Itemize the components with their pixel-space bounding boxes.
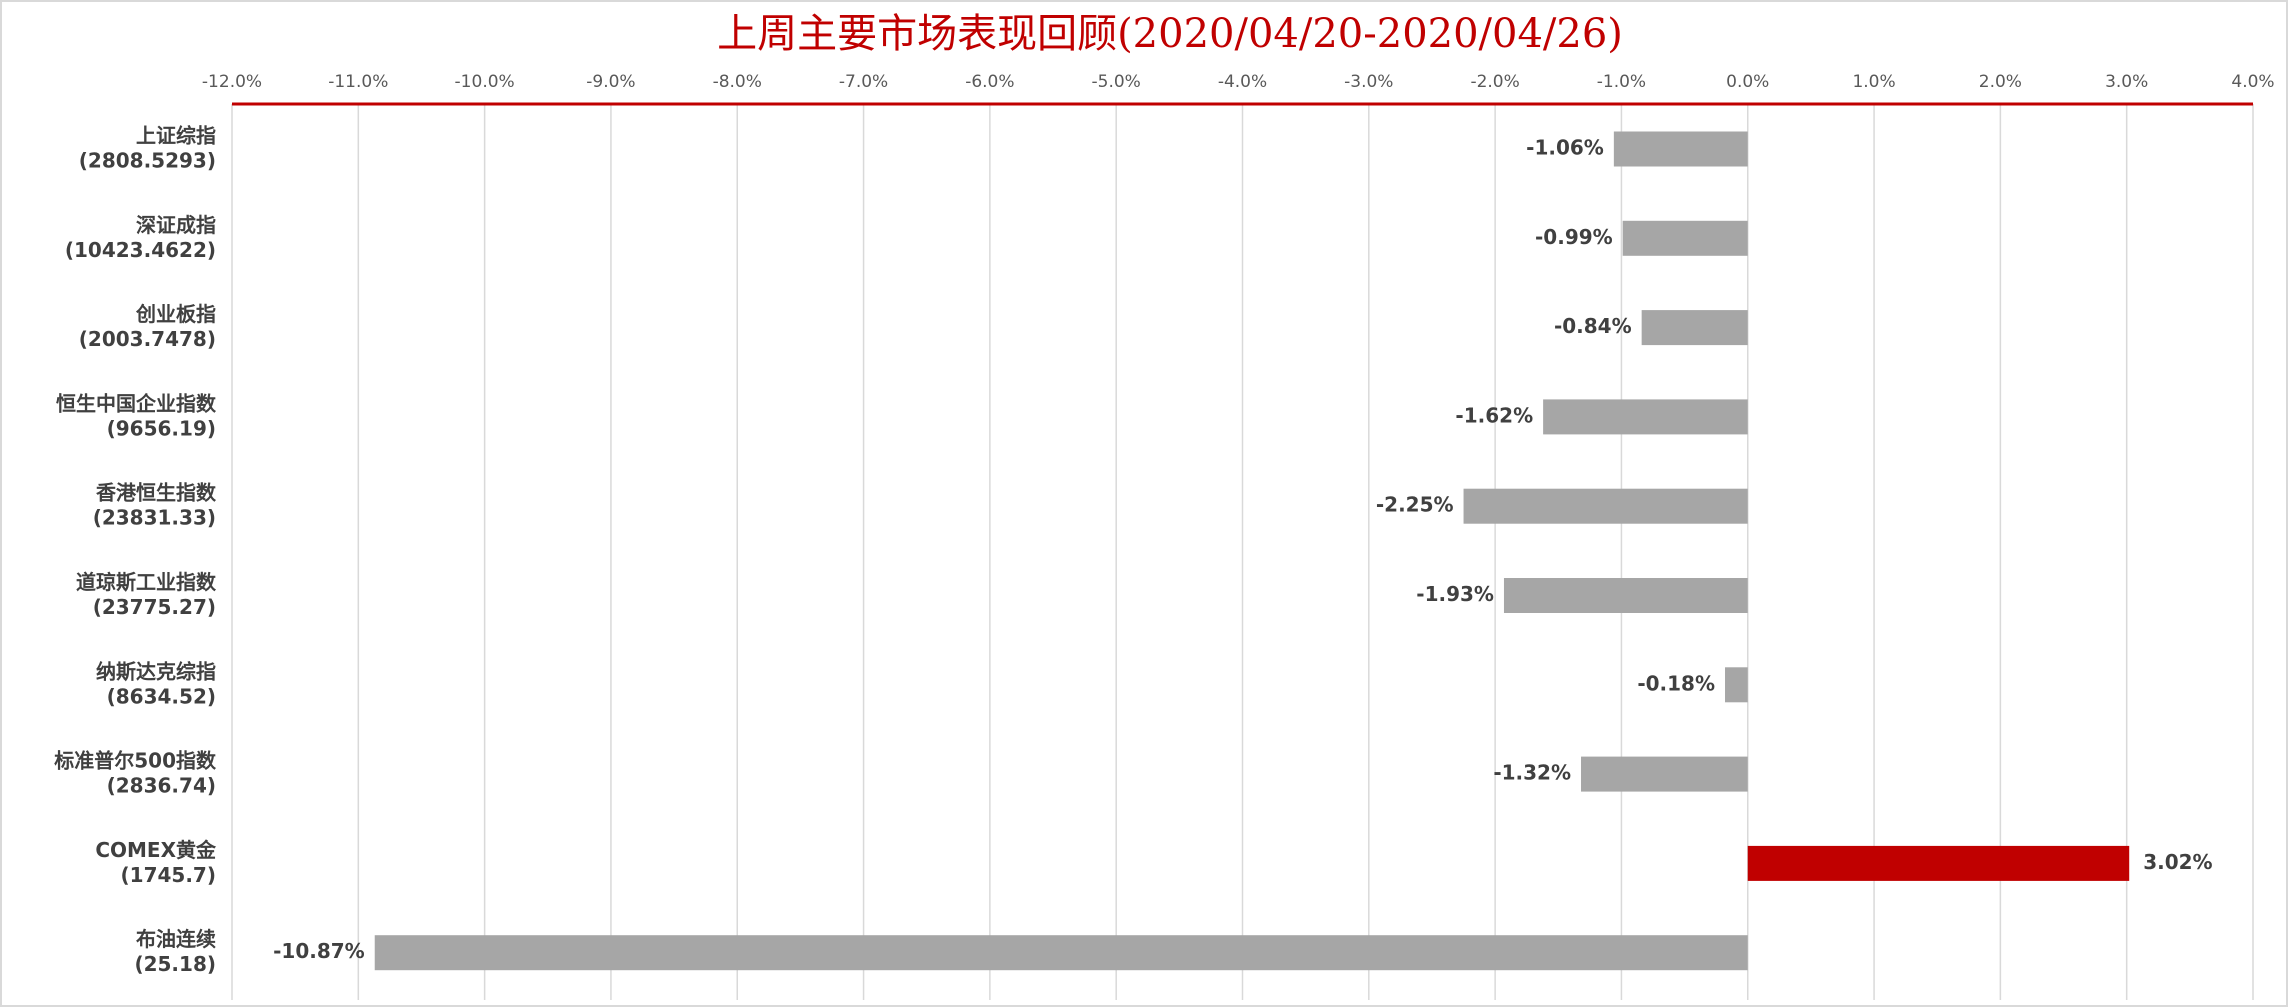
x-tick-label: 1.0% bbox=[1852, 72, 1895, 92]
category-label: (2808.5293) bbox=[79, 149, 216, 173]
category-label: 标准普尔500指数 bbox=[54, 749, 217, 773]
bar bbox=[1581, 756, 1748, 792]
value-label: -1.93% bbox=[1416, 582, 1494, 606]
value-label: -2.25% bbox=[1376, 493, 1454, 517]
x-tick-label: 3.0% bbox=[2105, 72, 2148, 92]
category-label: 道琼斯工业指数 bbox=[76, 570, 217, 594]
x-tick-label: -9.0% bbox=[586, 72, 635, 92]
category-label: (9656.19) bbox=[107, 416, 216, 440]
category-label: (8634.52) bbox=[107, 684, 216, 708]
value-label: -0.99% bbox=[1535, 225, 1613, 249]
category-label: (2836.74) bbox=[107, 774, 216, 798]
category-label: 上证综指 bbox=[136, 124, 216, 148]
category-label: (1745.7) bbox=[121, 863, 216, 887]
bar bbox=[1503, 578, 1748, 613]
chart-title: 上周主要市场表现回顾(2020/04/20-2020/04/26) bbox=[717, 11, 1623, 57]
bar bbox=[374, 935, 1748, 971]
category-label: 恒生中国企业指数 bbox=[56, 391, 217, 415]
category-label: (2003.7478) bbox=[79, 327, 216, 351]
x-tick-label: 4.0% bbox=[2231, 72, 2274, 92]
value-label: -1.62% bbox=[1455, 403, 1533, 427]
value-label: 3.02% bbox=[2143, 850, 2212, 874]
category-label: 香港恒生指数 bbox=[96, 481, 217, 505]
category-label: 纳斯达克综指 bbox=[96, 659, 216, 683]
value-label: -1.06% bbox=[1526, 136, 1604, 160]
category-label: 创业板指 bbox=[135, 302, 216, 326]
category-label: (25.18) bbox=[134, 952, 216, 976]
x-tick-label: -2.0% bbox=[1470, 72, 1519, 92]
bar bbox=[1747, 845, 2130, 881]
x-tick-label: 2.0% bbox=[1979, 72, 2022, 92]
x-tick-label: -11.0% bbox=[328, 72, 388, 92]
x-tick-label: -6.0% bbox=[965, 72, 1014, 92]
bar bbox=[1463, 488, 1748, 524]
x-tick-label: -10.0% bbox=[455, 72, 515, 92]
bar bbox=[1622, 220, 1748, 256]
category-label: (23775.27) bbox=[93, 595, 216, 619]
bar bbox=[1641, 310, 1748, 346]
x-tick-label: 0.0% bbox=[1726, 72, 1769, 92]
x-tick-label: -7.0% bbox=[839, 72, 888, 92]
value-label: -0.84% bbox=[1554, 314, 1632, 338]
category-label: COMEX黄金 bbox=[95, 838, 217, 862]
value-label: -1.32% bbox=[1493, 761, 1571, 785]
category-label: (10423.4622) bbox=[65, 238, 216, 262]
category-label: 布油连续 bbox=[136, 927, 216, 951]
bar bbox=[1613, 131, 1748, 167]
category-label: (23831.33) bbox=[93, 506, 216, 530]
bar bbox=[1725, 667, 1748, 703]
x-tick-label: -3.0% bbox=[1344, 72, 1393, 92]
x-tick-label: -8.0% bbox=[713, 72, 762, 92]
category-label: 深证成指 bbox=[136, 213, 216, 237]
x-tick-label: -5.0% bbox=[1092, 72, 1141, 92]
x-tick-label: -4.0% bbox=[1218, 72, 1267, 92]
value-label: -0.18% bbox=[1637, 671, 1715, 695]
value-label: -10.87% bbox=[273, 939, 365, 963]
x-tick-label: -1.0% bbox=[1597, 72, 1646, 92]
x-tick-label: -12.0% bbox=[202, 72, 262, 92]
bar bbox=[1543, 399, 1748, 435]
